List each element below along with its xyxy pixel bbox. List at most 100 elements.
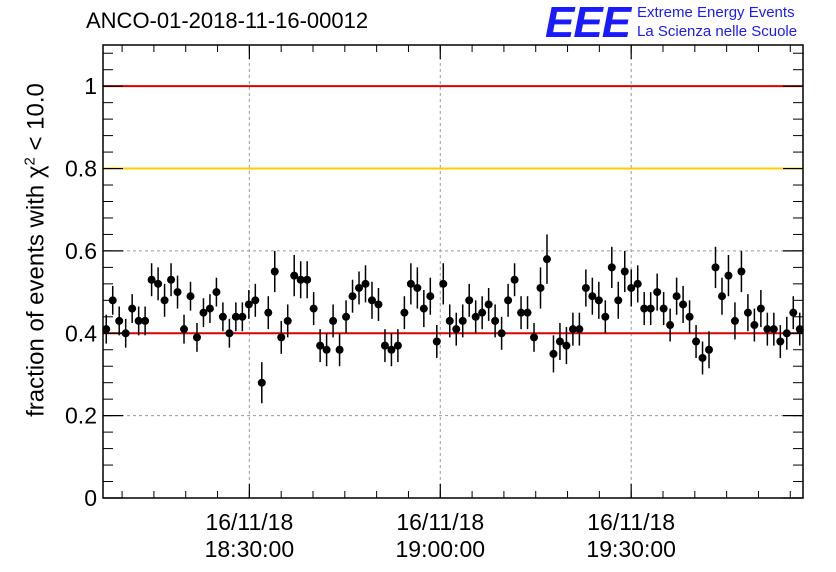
data-point bbox=[426, 292, 435, 301]
data-point bbox=[316, 341, 325, 350]
data-point bbox=[277, 333, 286, 342]
data-point bbox=[212, 288, 221, 297]
data-point bbox=[134, 316, 143, 325]
data-point bbox=[653, 288, 662, 297]
data-point bbox=[491, 316, 500, 325]
data-point bbox=[186, 292, 195, 301]
data-point bbox=[167, 275, 176, 284]
data-point bbox=[342, 312, 351, 321]
data-points bbox=[102, 234, 804, 404]
data-point bbox=[406, 279, 415, 288]
data-point bbox=[478, 308, 487, 317]
y-tick-label: 1 bbox=[84, 73, 97, 99]
data-point bbox=[769, 325, 778, 334]
x-tick-time-label: 19:30:00 bbox=[586, 536, 676, 562]
data-point bbox=[504, 296, 513, 305]
data-point bbox=[659, 304, 668, 313]
data-point bbox=[387, 345, 396, 354]
data-point bbox=[698, 353, 707, 362]
data-point bbox=[128, 304, 137, 313]
data-point bbox=[348, 292, 357, 301]
data-point bbox=[484, 300, 493, 309]
data-point bbox=[620, 267, 629, 276]
y-tick-label: 0.8 bbox=[65, 156, 97, 182]
data-point bbox=[685, 312, 694, 321]
data-point bbox=[251, 296, 260, 305]
data-point bbox=[530, 333, 539, 342]
data-point bbox=[575, 325, 584, 334]
data-point bbox=[465, 296, 474, 305]
data-point bbox=[536, 283, 545, 292]
data-point bbox=[329, 316, 338, 325]
data-point bbox=[238, 312, 247, 321]
data-point bbox=[737, 267, 746, 276]
data-point bbox=[471, 312, 480, 321]
data-point bbox=[763, 325, 772, 334]
data-point bbox=[173, 288, 182, 297]
run-title: ANCO-01-2018-11-16-00012 bbox=[86, 8, 369, 33]
data-point bbox=[199, 308, 208, 317]
logo-line-1: Extreme Energy Events bbox=[637, 4, 795, 21]
logo-line-2: La Scienza nelle Scuole bbox=[637, 23, 798, 40]
y-tick-label: 0.2 bbox=[65, 403, 97, 429]
data-point bbox=[355, 283, 364, 292]
data-point bbox=[205, 304, 214, 313]
data-point bbox=[257, 378, 266, 387]
data-point bbox=[432, 337, 441, 346]
data-point bbox=[497, 329, 506, 338]
data-point bbox=[322, 345, 331, 354]
data-point bbox=[568, 325, 577, 334]
data-point bbox=[270, 267, 279, 276]
x-axis: 16/11/1818:30:0016/11/1819:00:0016/11/18… bbox=[121, 45, 791, 562]
data-point bbox=[601, 312, 610, 321]
y-tick-label: 0.6 bbox=[65, 238, 97, 264]
data-point bbox=[393, 341, 402, 350]
data-point bbox=[439, 279, 448, 288]
data-point bbox=[400, 308, 409, 317]
data-point bbox=[445, 316, 454, 325]
x-tick-date-label: 16/11/18 bbox=[587, 509, 675, 535]
data-point bbox=[452, 325, 461, 334]
data-point bbox=[296, 275, 305, 284]
data-point bbox=[666, 321, 675, 330]
data-point bbox=[180, 325, 189, 334]
data-point bbox=[154, 279, 163, 288]
x-tick-time-label: 19:00:00 bbox=[396, 536, 486, 562]
data-point bbox=[633, 279, 642, 288]
data-point bbox=[743, 308, 752, 317]
data-point bbox=[192, 333, 201, 342]
data-point bbox=[724, 271, 733, 280]
data-point bbox=[705, 345, 714, 354]
chi-symbol: χ bbox=[22, 165, 50, 179]
data-point bbox=[225, 329, 234, 338]
data-point bbox=[717, 292, 726, 301]
data-point bbox=[303, 275, 312, 284]
y-tick-label: 0 bbox=[84, 485, 97, 511]
data-point bbox=[776, 337, 785, 346]
data-point bbox=[160, 296, 169, 305]
data-point bbox=[419, 304, 428, 313]
x-tick-time-label: 18:30:00 bbox=[205, 536, 295, 562]
data-point bbox=[244, 300, 253, 309]
data-point bbox=[730, 316, 739, 325]
data-point bbox=[264, 308, 273, 317]
data-point bbox=[102, 325, 111, 334]
reference-lines bbox=[103, 85, 803, 335]
y-axis-label-sup: 2 bbox=[21, 157, 39, 166]
data-point bbox=[756, 304, 765, 313]
data-point bbox=[549, 349, 558, 358]
data-point bbox=[607, 263, 616, 272]
data-point bbox=[231, 312, 240, 321]
eee-logo-text: Extreme Energy Events La Scienza nelle S… bbox=[637, 3, 797, 41]
data-point bbox=[218, 312, 227, 321]
eee-logo: EEE bbox=[545, 0, 631, 47]
y-axis-label: fraction of events with χ2 < 10.0 bbox=[22, 83, 51, 417]
x-tick-date-label: 16/11/18 bbox=[205, 509, 293, 535]
y-axis-label-prefix: fraction of events with bbox=[22, 178, 50, 417]
data-point bbox=[640, 304, 649, 313]
data-point bbox=[711, 263, 720, 272]
data-point bbox=[510, 275, 519, 284]
data-point bbox=[555, 337, 564, 346]
data-point bbox=[594, 296, 603, 305]
